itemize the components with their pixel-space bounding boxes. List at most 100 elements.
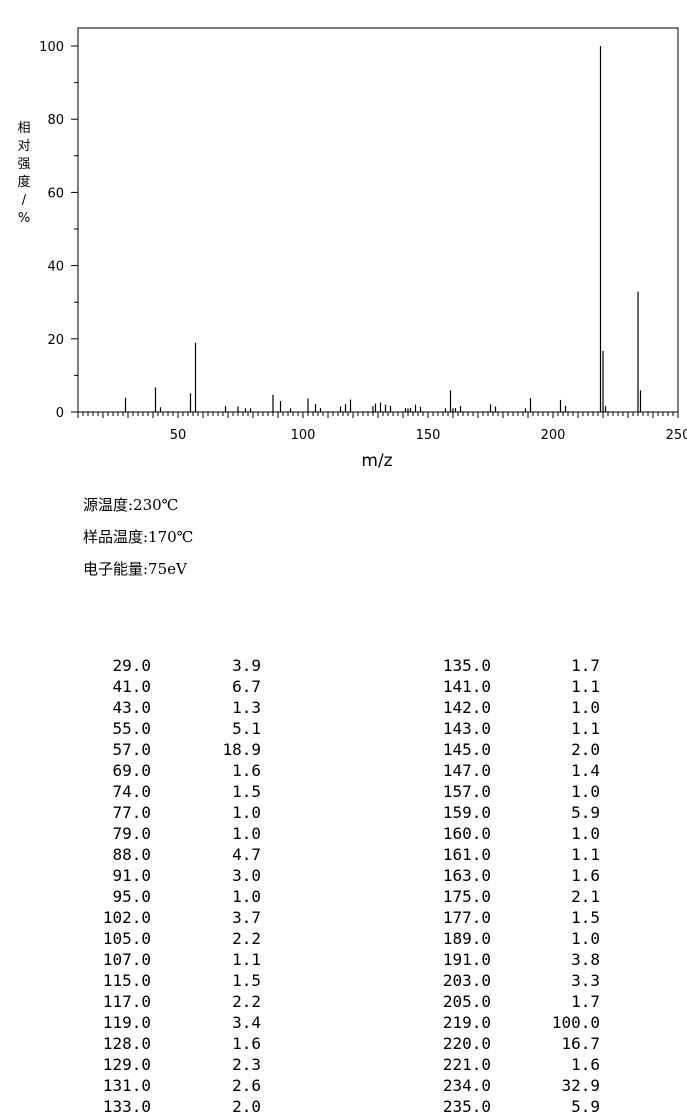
peak-row: 203.0 3.3 — [0, 970, 687, 991]
electron-energy: 电子能量:75eV — [83, 560, 187, 578]
peak-intensity: 3.4 — [232, 1013, 261, 1032]
peak-row: 129.0 2.3 — [0, 1054, 687, 1075]
peak-row: 159.0 5.9 — [0, 802, 687, 823]
peak-mz: 74.0 — [112, 782, 151, 801]
peak-row: 133.0 2.0 — [0, 1096, 687, 1117]
x-tick-label: 200 — [541, 428, 566, 443]
peak-mz: 57.0 — [112, 740, 151, 759]
peak-intensity: 1.1 — [232, 950, 261, 969]
peak-row: 157.0 1.0 — [0, 781, 687, 802]
peak-row: 88.0 4.7 — [0, 844, 687, 865]
peak-mz: 131.0 — [102, 1076, 151, 1095]
peak-intensity: 5.9 — [571, 1097, 600, 1116]
peak-row: 107.0 1.1 — [0, 949, 687, 970]
peak-mz: 117.0 — [102, 992, 151, 1011]
peak-row: 79.0 1.0 — [0, 823, 687, 844]
peak-mz: 115.0 — [102, 971, 151, 990]
peak-mz: 105.0 — [102, 929, 151, 948]
x-tick-label: 100 — [291, 428, 316, 443]
peak-row: 219.0 100.0 — [0, 1012, 687, 1033]
peak-intensity: 6.7 — [232, 677, 261, 696]
peak-mz: 160.0 — [442, 824, 491, 843]
peak-row: 128.0 1.6 — [0, 1033, 687, 1054]
peak-mz: 95.0 — [112, 887, 151, 906]
peak-mz: 191.0 — [442, 950, 491, 969]
peak-row: 235.0 5.9 — [0, 1096, 687, 1117]
peak-row: 205.0 1.7 — [0, 991, 687, 1012]
peak-mz: 142.0 — [442, 698, 491, 717]
peak-intensity: 2.1 — [571, 887, 600, 906]
peak-row: 141.0 1.1 — [0, 676, 687, 697]
peak-intensity: 5.1 — [232, 719, 261, 738]
peak-mz: 157.0 — [442, 782, 491, 801]
peak-mz: 220.0 — [442, 1034, 491, 1053]
peak-row: 115.0 1.5 — [0, 970, 687, 991]
peak-table-right: 135.0 1.7 141.0 1.1 142.0 1.0 143.0 1.1 145.0 2.0… — [0, 655, 687, 1117]
y-tick-label: 60 — [47, 186, 64, 201]
peak-intensity: 3.9 — [232, 656, 261, 675]
peak-row: 131.0 2.6 — [0, 1075, 687, 1096]
peak-intensity: 1.0 — [571, 698, 600, 717]
y-tick-label: 100 — [39, 40, 64, 55]
peak-row: 95.0 1.0 — [0, 886, 687, 907]
peak-intensity: 32.9 — [561, 1076, 600, 1095]
peak-intensity: 2.3 — [232, 1055, 261, 1074]
peak-row: 234.0 32.9 — [0, 1075, 687, 1096]
peak-row: 189.0 1.0 — [0, 928, 687, 949]
peak-mz: 69.0 — [112, 761, 151, 780]
peak-mz: 203.0 — [442, 971, 491, 990]
peak-row: 102.0 3.7 — [0, 907, 687, 928]
peak-intensity: 3.8 — [571, 950, 600, 969]
peak-intensity: 2.2 — [232, 992, 261, 1011]
peak-intensity: 1.4 — [571, 761, 600, 780]
peak-row: 142.0 1.0 — [0, 697, 687, 718]
x-tick-label: 150 — [416, 428, 441, 443]
peak-mz: 141.0 — [442, 677, 491, 696]
peak-row: 55.0 5.1 — [0, 718, 687, 739]
peak-mz: 43.0 — [112, 698, 151, 717]
peak-intensity: 1.5 — [232, 971, 261, 990]
plot-frame — [77, 27, 679, 413]
peak-mz: 55.0 — [112, 719, 151, 738]
peak-row: 117.0 2.2 — [0, 991, 687, 1012]
y-tick-labels: 0 20 40 60 80 100 — [39, 40, 64, 421]
peak-intensity: 1.1 — [571, 845, 600, 864]
peak-intensity: 100.0 — [551, 1013, 600, 1032]
peak-intensity: 2.0 — [571, 740, 600, 759]
peak-intensity: 1.0 — [232, 824, 261, 843]
peak-mz: 177.0 — [442, 908, 491, 927]
peak-row: 177.0 1.5 — [0, 907, 687, 928]
peak-mz: 159.0 — [442, 803, 491, 822]
peak-mz: 128.0 — [102, 1034, 151, 1053]
peak-table-left: 29.0 3.9 41.0 6.7 43.0 1.3 55.0 5.1 57.0 18.9 69.0… — [0, 655, 687, 1117]
peak-row: 143.0 1.1 — [0, 718, 687, 739]
peak-mz: 219.0 — [442, 1013, 491, 1032]
peak-intensity: 3.7 — [232, 908, 261, 927]
peak-intensity: 1.5 — [232, 782, 261, 801]
peak-intensity: 3.3 — [571, 971, 600, 990]
peak-row: 43.0 1.3 — [0, 697, 687, 718]
peak-intensity: 4.7 — [232, 845, 261, 864]
peak-row: 29.0 3.9 — [0, 655, 687, 676]
peak-intensity: 1.0 — [571, 782, 600, 801]
peak-intensity: 1.6 — [571, 866, 600, 885]
peak-row: 135.0 1.7 — [0, 655, 687, 676]
peak-mz: 29.0 — [112, 656, 151, 675]
y-tick-label: 20 — [47, 333, 64, 348]
peak-row: 91.0 3.0 — [0, 865, 687, 886]
peak-intensity: 18.9 — [222, 740, 261, 759]
peak-bars — [124, 46, 642, 412]
x-axis-label: m/z — [361, 451, 392, 471]
peak-mz: 221.0 — [442, 1055, 491, 1074]
peak-intensity: 1.1 — [571, 677, 600, 696]
x-axis-ticks — [77, 412, 679, 418]
y-axis-label: 相对强度/% — [17, 121, 30, 226]
peak-row: 74.0 1.5 — [0, 781, 687, 802]
peak-mz: 161.0 — [442, 845, 491, 864]
peak-mz: 135.0 — [442, 656, 491, 675]
y-axis-ticks — [71, 45, 78, 413]
peak-mz: 102.0 — [102, 908, 151, 927]
y-tick-label: 80 — [47, 113, 64, 128]
peak-intensity: 1.7 — [571, 656, 600, 675]
peak-intensity: 1.0 — [232, 887, 261, 906]
